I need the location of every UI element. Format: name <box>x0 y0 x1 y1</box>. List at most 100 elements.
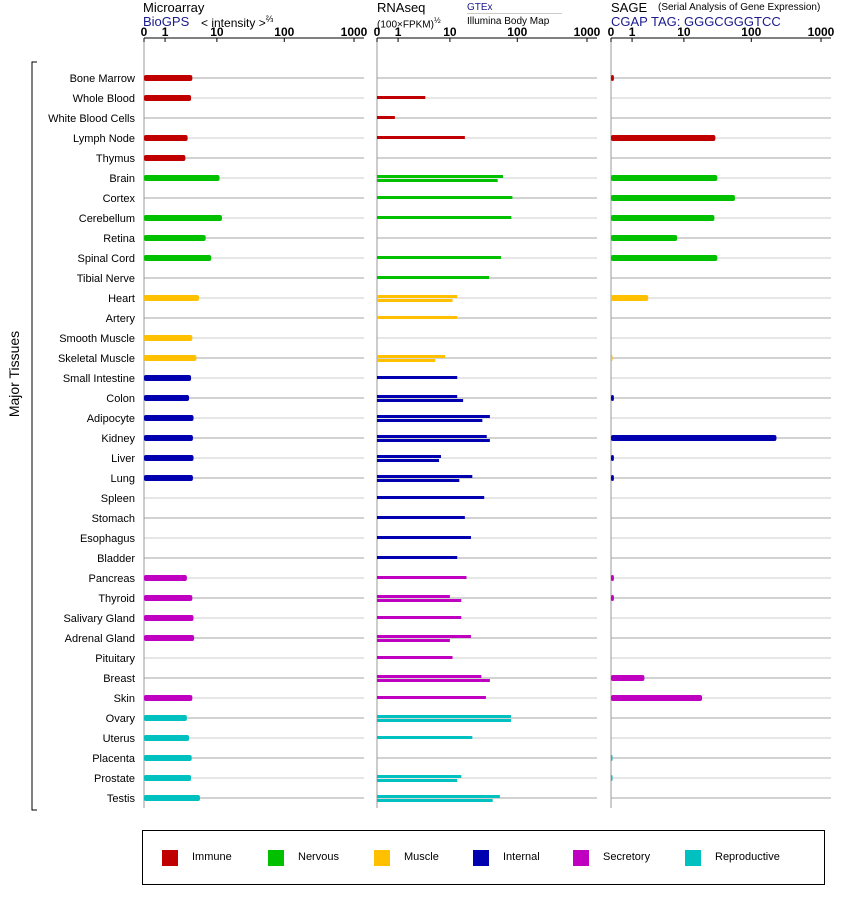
rnaseq-bar-testis-1 <box>377 795 500 798</box>
microarray-bar-pancreas <box>144 575 187 581</box>
rnaseq-source-divider <box>467 13 562 14</box>
rnaseq-bar-esophagus-1 <box>377 536 471 539</box>
rnaseq-tick-label: 1000 <box>574 25 601 39</box>
microarray-bar-lung <box>144 475 193 481</box>
sage-tick-label: 100 <box>741 25 761 39</box>
rnaseq-bar-spinal-cord-1 <box>377 256 501 259</box>
legend-label-reproductive: Reproductive <box>715 851 780 863</box>
tissue-label: Lung <box>111 473 135 485</box>
tissue-label: Smooth Muscle <box>59 333 135 345</box>
microarray-bar-prostate <box>144 775 192 781</box>
major-tissues-label: Major Tissues <box>6 331 22 417</box>
rnaseq-bar-cerebellum-1 <box>377 216 512 219</box>
microarray-bar-heart <box>144 295 199 301</box>
legend-swatch-muscle <box>374 850 390 866</box>
tissue-label: Skin <box>114 693 135 705</box>
rnaseq-bar-bladder-1 <box>377 556 458 559</box>
rnaseq-bar-cortex-1 <box>377 196 513 199</box>
rnaseq-units-exponent: ½ <box>433 16 441 25</box>
rnaseq-bar-spleen-1 <box>377 496 485 499</box>
rnaseq-bar-lung-1 <box>377 475 473 478</box>
rnaseq-bar-thyroid-1 <box>377 595 450 598</box>
microarray-units-exponent: ⅔ <box>265 14 274 24</box>
tissue-label: White Blood Cells <box>48 113 135 125</box>
rnaseq-bar-kidney-2 <box>377 439 490 442</box>
tissue-label-layer: Bone Marrow Whole Blood White Blood Cells L… <box>48 73 136 805</box>
legend-swatch-nervous <box>268 850 284 866</box>
microarray-bar-uterus <box>144 735 190 741</box>
rnaseq-bar-adrenal-gland-2 <box>377 639 450 642</box>
microarray-bar-adipocyte <box>144 415 194 421</box>
microarray-bar-testis <box>144 795 200 801</box>
rnaseq-bar-brain-1 <box>377 175 503 178</box>
microarray-tick-label: 0 <box>141 25 148 39</box>
rnaseq-bar-ovary-1 <box>377 715 511 718</box>
microarray-bar-brain <box>144 175 220 181</box>
microarray-bar-thymus <box>144 155 186 161</box>
microarray-tick-label: 1000 <box>341 25 368 39</box>
sage-bar-cerebellum <box>611 215 715 221</box>
rnaseq-bar-skeletal-muscle-2 <box>377 359 436 362</box>
rnaseq-bar-brain-2 <box>377 179 498 182</box>
legend-label-immune: Immune <box>192 851 232 863</box>
sage-bar-liver <box>611 455 614 461</box>
tissue-label: Ovary <box>106 713 136 725</box>
rnaseq-bar-skin-1 <box>377 696 486 699</box>
tissue-label: Stomach <box>92 513 135 525</box>
rnaseq-bar-breast-2 <box>377 679 490 682</box>
sage-bar-breast <box>611 675 645 681</box>
microarray-bar-skin <box>144 695 193 701</box>
microarray-bar-bone-marrow <box>144 75 193 81</box>
rnaseq-bar-prostate-2 <box>377 779 458 782</box>
tissue-label: Skeletal Muscle <box>58 353 135 365</box>
rnaseq-bar-heart-2 <box>377 299 453 302</box>
microarray-bar-kidney <box>144 435 193 441</box>
microarray-bar-cerebellum <box>144 215 222 221</box>
rnaseq-tick-label: 0 <box>374 25 381 39</box>
rnaseq-bar-thyroid-2 <box>377 599 462 602</box>
microarray-bar-thyroid <box>144 595 193 601</box>
sage-bar-bone-marrow <box>611 75 614 81</box>
rnaseq-bar-pituitary-1 <box>377 656 453 659</box>
microarray-bar-retina <box>144 235 206 241</box>
tissue-label: Thymus <box>96 153 136 165</box>
rnaseq-bar-testis-2 <box>377 799 493 802</box>
tissue-label: Pituitary <box>95 653 135 665</box>
sage-bar-brain <box>611 175 718 181</box>
rnaseq-bar-stomach-1 <box>377 516 465 519</box>
sage-bar-skin <box>611 695 703 701</box>
sage-bar-skeletal-muscle <box>611 355 613 361</box>
tissue-label: Bone Marrow <box>70 73 135 85</box>
rnaseq-bar-ovary-2 <box>377 719 511 722</box>
legend-label-internal: Internal <box>503 851 540 863</box>
microarray-source-link[interactable]: BioGPS <box>143 14 190 29</box>
rnaseq-bar-adipocyte-2 <box>377 419 483 422</box>
sage-tag-link[interactable]: CGAP TAG: GGGCGGGTCC <box>611 14 781 29</box>
tissue-label: Esophagus <box>80 533 136 545</box>
legend-label-muscle: Muscle <box>404 851 439 863</box>
rnaseq-bar-adrenal-gland-1 <box>377 635 471 638</box>
sage-bar-prostate <box>611 775 613 781</box>
sage-bar-kidney <box>611 435 777 441</box>
legend-swatch-secretory <box>573 850 589 866</box>
microarray-units-text: < intensity > <box>201 16 266 30</box>
rnaseq-bar-lung-2 <box>377 479 460 482</box>
microarray-units: < intensity >⅔ <box>201 14 273 30</box>
microarray-bar-placenta <box>144 755 192 761</box>
tissue-label: Artery <box>106 313 136 325</box>
rnaseq-bar-salivary-gland-1 <box>377 616 462 619</box>
sage-bar-retina <box>611 235 678 241</box>
tissue-label: Adrenal Gland <box>65 633 135 645</box>
rnaseq-tick-label: 100 <box>507 25 527 39</box>
rnaseq-bar-adipocyte-1 <box>377 415 490 418</box>
tissue-label: Heart <box>108 293 135 305</box>
sage-title: SAGE <box>611 0 648 15</box>
tissue-label: Cortex <box>103 193 136 205</box>
microarray-bar-whole-blood <box>144 95 192 101</box>
legend-swatch-immune <box>162 850 178 866</box>
microarray-bar-colon <box>144 395 190 401</box>
rnaseq-bar-small-intestine-1 <box>377 376 458 379</box>
gtex-source-link[interactable]: GTEx <box>467 2 493 13</box>
microarray-title: Microarray <box>143 0 205 15</box>
sage-tick-label: 0 <box>608 25 615 39</box>
